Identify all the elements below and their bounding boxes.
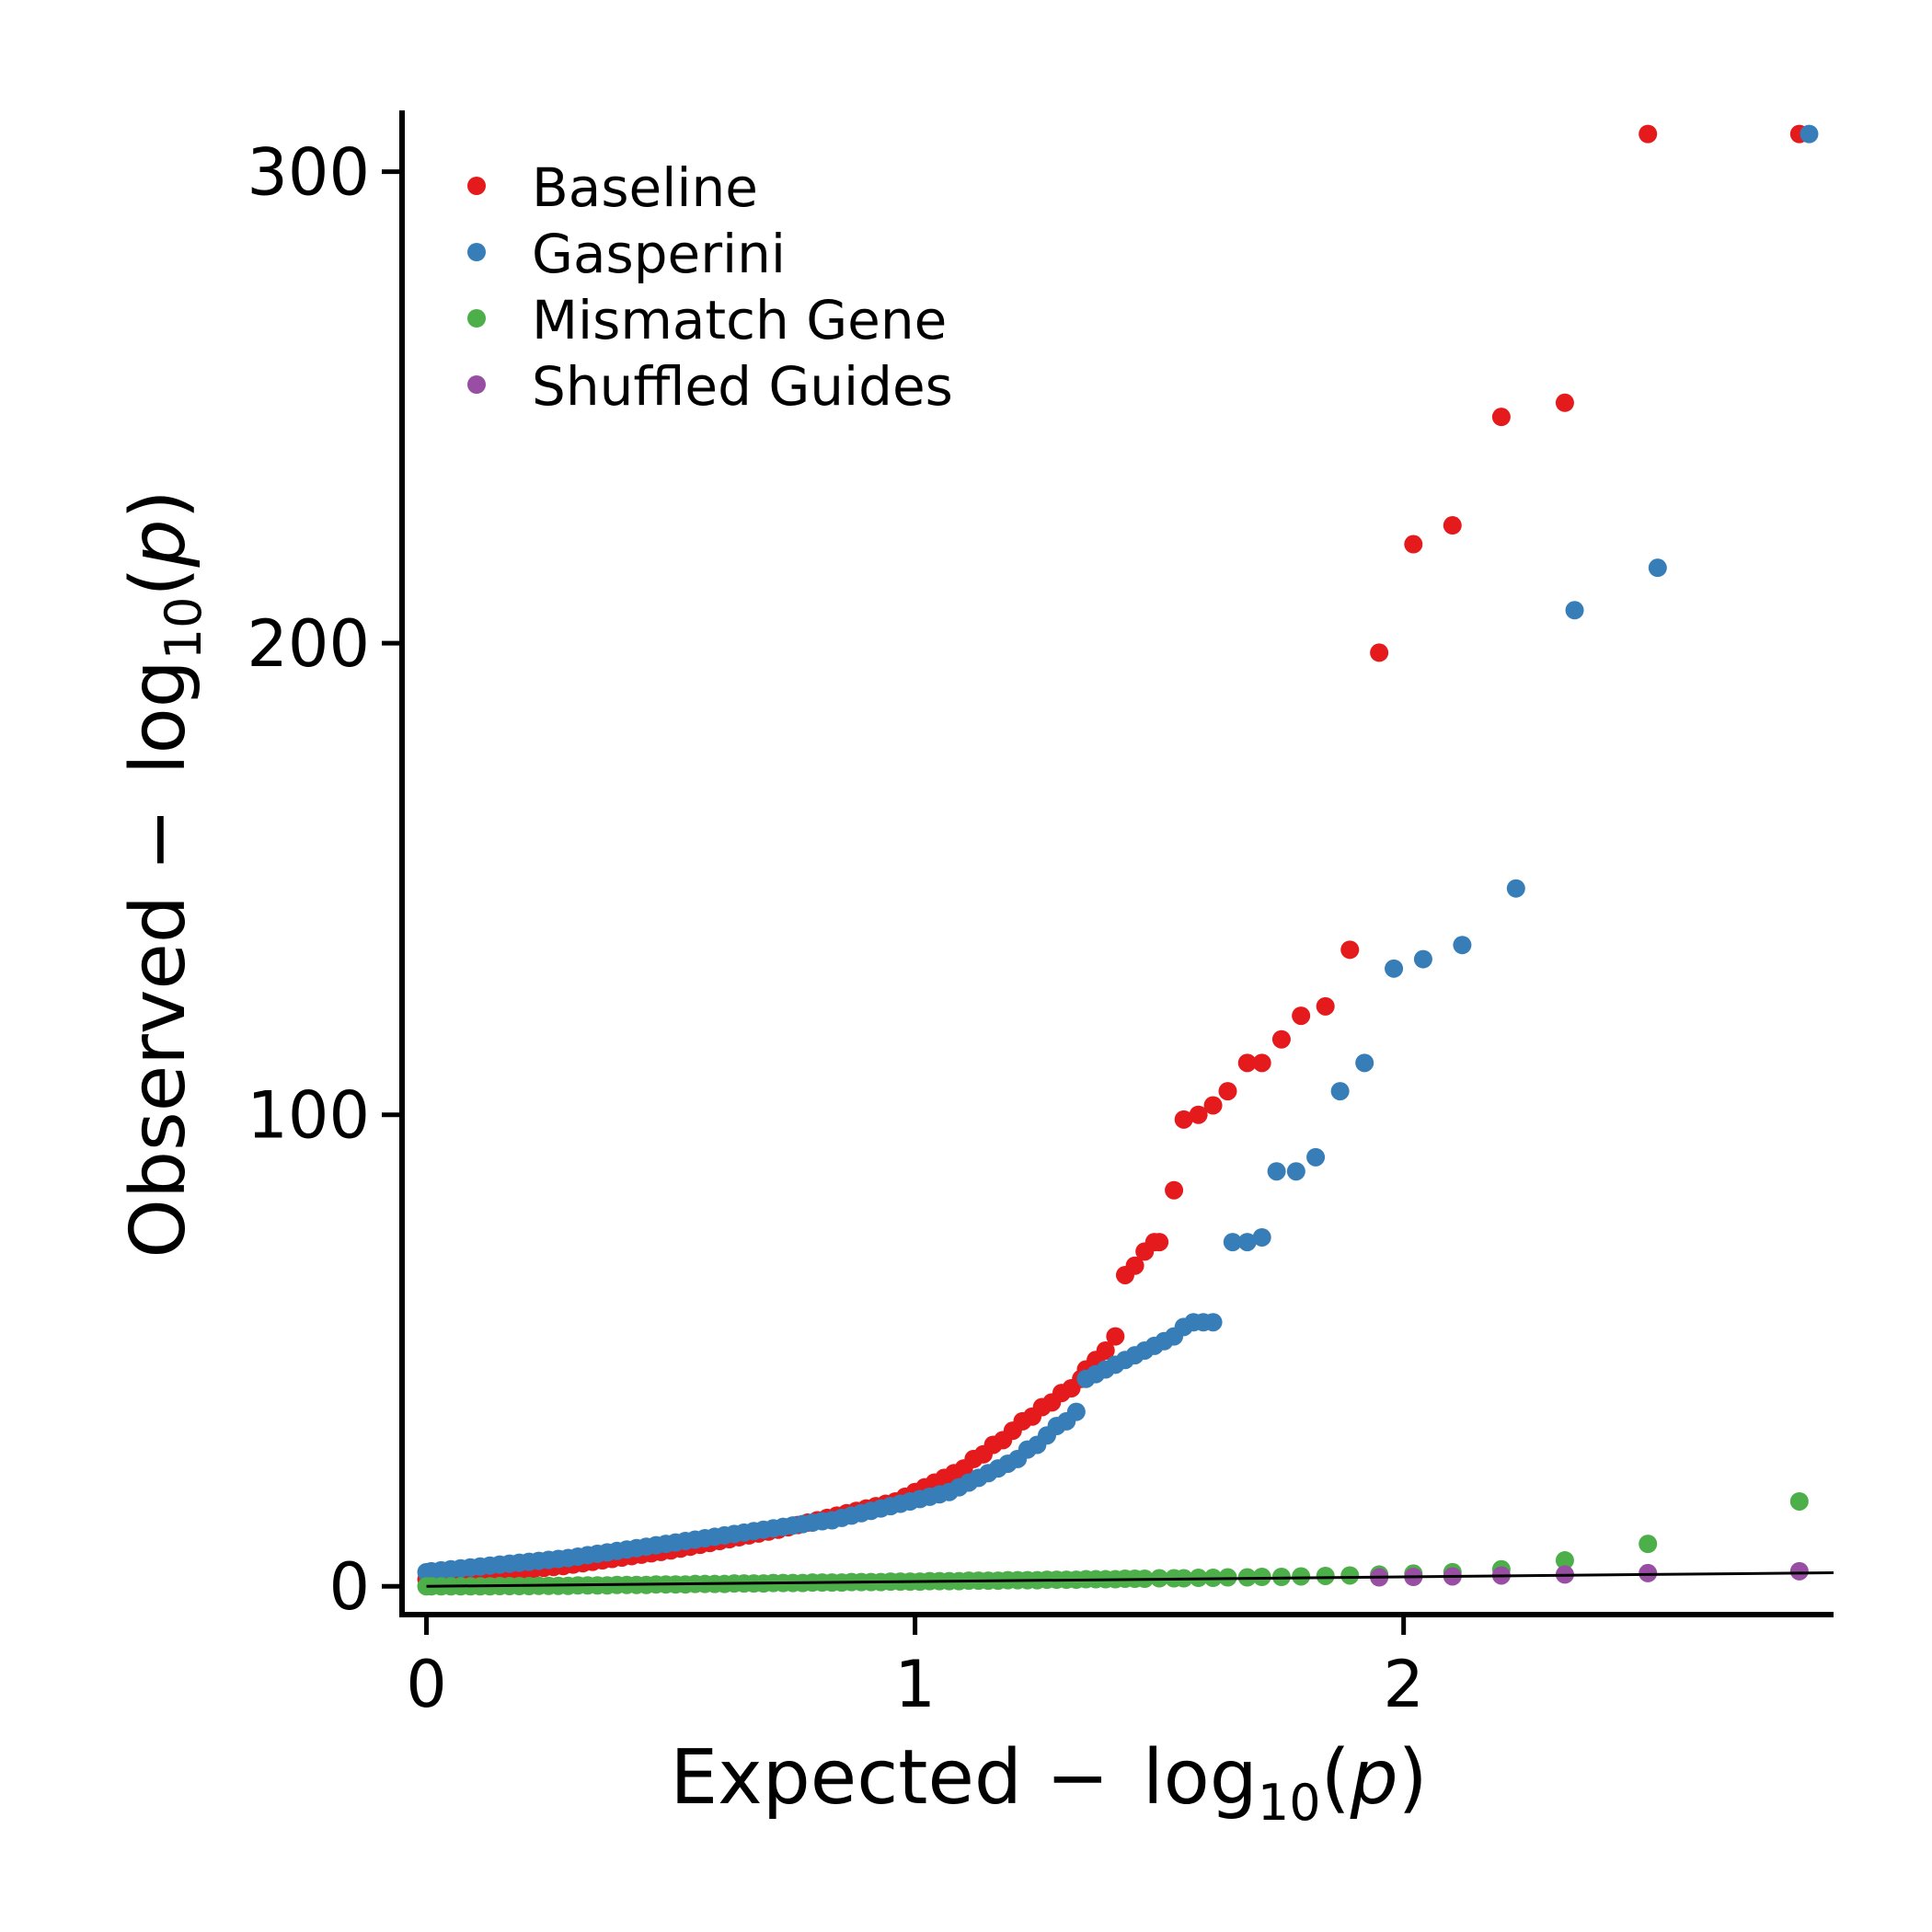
data-point-mismatch-gene bbox=[1639, 1535, 1658, 1554]
data-point-gasperini bbox=[417, 1562, 436, 1581]
data-point-gasperini bbox=[1648, 558, 1667, 578]
y-tick-label: 200 bbox=[247, 606, 370, 682]
data-point-baseline bbox=[1555, 393, 1574, 412]
data-point-gasperini bbox=[1453, 936, 1472, 955]
data-point-gasperini bbox=[1237, 1233, 1257, 1252]
data-point-mismatch-gene bbox=[1789, 1491, 1809, 1511]
y-tick-label: 0 bbox=[328, 1549, 370, 1625]
data-point-baseline bbox=[1443, 516, 1462, 535]
data-point-gasperini bbox=[1330, 1082, 1350, 1101]
data-point-baseline bbox=[1340, 940, 1360, 960]
y-axis-title: Observed − log10(p) bbox=[115, 489, 213, 1258]
data-point-baseline bbox=[1135, 1242, 1155, 1261]
data-point-gasperini bbox=[1076, 1369, 1096, 1388]
data-point-baseline bbox=[1271, 1029, 1291, 1049]
x-axis-title-close: ) bbox=[1398, 1734, 1428, 1822]
x-axis-title: Expected − log10(p) bbox=[670, 1734, 1427, 1832]
x-axis-title-log: log bbox=[1143, 1734, 1258, 1822]
x-axis-title-base: 10 bbox=[1258, 1774, 1321, 1832]
x-tick-label: 1 bbox=[894, 1647, 936, 1722]
legend-marker-mismatch-gene bbox=[467, 309, 486, 328]
data-point-baseline bbox=[1292, 1006, 1311, 1026]
data-point-gasperini bbox=[1306, 1147, 1326, 1167]
data-point-gasperini bbox=[1506, 879, 1525, 898]
y-axis-title-open: ( bbox=[115, 567, 202, 596]
data-point-baseline bbox=[1106, 1327, 1125, 1346]
data-point-mismatch-gene bbox=[1555, 1551, 1574, 1570]
legend-label-shuffled-guides: Shuffled Guides bbox=[532, 355, 953, 418]
legend: Baseline Gasperini Mismatch Gene Shuffle… bbox=[467, 156, 953, 418]
legend-marker-baseline bbox=[467, 177, 486, 195]
series-gasperini bbox=[417, 124, 1819, 1581]
data-point-baseline bbox=[1203, 1096, 1223, 1115]
y-axis-title-close: ) bbox=[115, 489, 202, 519]
x-tick-label: 0 bbox=[406, 1647, 447, 1722]
legend-label-mismatch-gene: Mismatch Gene bbox=[532, 289, 947, 351]
data-point-baseline bbox=[1404, 535, 1423, 554]
y-tick-label: 300 bbox=[247, 135, 370, 211]
data-point-baseline bbox=[1237, 1053, 1257, 1073]
y-axis-title-log: log bbox=[115, 660, 202, 775]
legend-marker-gasperini bbox=[467, 243, 486, 261]
data-point-shuffled-guides bbox=[1639, 1563, 1658, 1582]
data-point-gasperini bbox=[1252, 1227, 1271, 1247]
y-axis-title-base: 10 bbox=[155, 596, 213, 660]
legend-marker-shuffled-guides bbox=[467, 375, 486, 394]
data-point-shuffled-guides bbox=[1789, 1561, 1809, 1581]
data-point-mismatch-gene bbox=[1340, 1566, 1360, 1585]
x-tick-label: 2 bbox=[1383, 1647, 1424, 1722]
data-point-gasperini bbox=[1565, 601, 1584, 620]
x-axis-title-var: p bbox=[1350, 1734, 1398, 1822]
data-point-gasperini bbox=[1355, 1053, 1374, 1073]
y-axis-title-var: p bbox=[115, 519, 202, 568]
data-point-gasperini bbox=[1413, 949, 1432, 969]
x-axis-title-open: ( bbox=[1321, 1734, 1351, 1822]
legend-label-gasperini: Gasperini bbox=[532, 223, 786, 285]
data-point-baseline bbox=[1174, 1110, 1193, 1129]
data-point-baseline bbox=[1370, 643, 1389, 662]
y-axis-title-minus: − bbox=[115, 808, 202, 871]
data-point-mismatch-gene bbox=[1316, 1566, 1335, 1585]
data-point-baseline bbox=[1491, 408, 1511, 427]
data-point-baseline bbox=[1165, 1180, 1184, 1200]
data-point-gasperini bbox=[1800, 124, 1819, 144]
ticks-layer: 0 1 2 0 100 200 300 bbox=[247, 135, 1424, 1722]
data-point-baseline bbox=[1316, 996, 1335, 1016]
x-axis-title-minus: − bbox=[1046, 1734, 1110, 1822]
y-tick-label: 100 bbox=[247, 1078, 370, 1154]
y-axis-title-prefix: Observed bbox=[115, 895, 202, 1259]
data-point-baseline bbox=[1189, 1105, 1208, 1124]
data-point-baseline bbox=[1218, 1082, 1237, 1101]
data-point-gasperini bbox=[1223, 1233, 1242, 1252]
reference-line bbox=[426, 1570, 1834, 1588]
data-point-baseline bbox=[1252, 1053, 1271, 1073]
data-point-mismatch-gene bbox=[1292, 1567, 1311, 1586]
data-point-gasperini bbox=[1267, 1162, 1286, 1181]
data-point-gasperini bbox=[1286, 1162, 1305, 1181]
data-point-gasperini bbox=[1385, 959, 1404, 978]
data-point-baseline bbox=[1639, 124, 1658, 144]
legend-label-baseline: Baseline bbox=[532, 156, 758, 219]
x-axis-title-prefix: Expected bbox=[670, 1734, 1022, 1822]
data-point-baseline bbox=[1115, 1265, 1134, 1284]
